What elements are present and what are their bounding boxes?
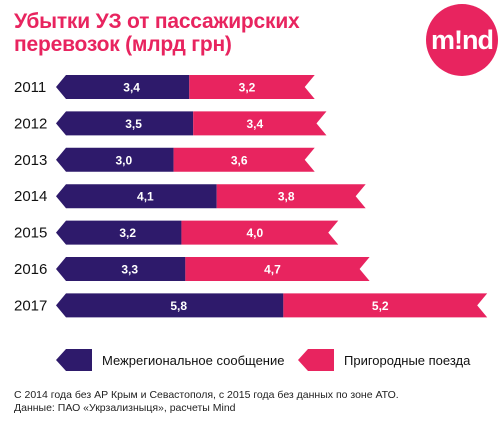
stacked-bar-chart: 2011 3,4 3,2 2012 3,5 3,4 2013 3,0 3,6 2014 4,1 3,8… <box>14 75 488 318</box>
footnote-line-2: Данные: ПАО «Укрзализныця», расчеты Mind <box>14 402 236 414</box>
bar-suburban <box>181 220 339 245</box>
value-label-suburban: 3,6 <box>231 153 248 167</box>
bar-suburban <box>216 184 366 209</box>
year-label: 2011 <box>14 79 46 96</box>
legend-item-suburban: Пригородные поезда <box>298 349 470 371</box>
value-label-interregional: 3,3 <box>121 263 138 277</box>
value-label-suburban: 4,7 <box>264 263 281 277</box>
bar-interregional <box>56 75 190 99</box>
legend-label-suburban: Пригородные поезда <box>344 352 471 368</box>
value-label-interregional: 3,5 <box>125 117 142 131</box>
bar-suburban <box>189 75 315 99</box>
value-label-interregional: 3,2 <box>119 226 136 240</box>
title-line-2: перевозок (млрд грн) <box>14 33 232 56</box>
value-label-suburban: 3,4 <box>246 117 263 131</box>
year-label: 2014 <box>14 188 47 205</box>
value-label-suburban: 5,2 <box>372 299 389 313</box>
bar-suburban <box>185 257 370 281</box>
year-label: 2015 <box>14 225 47 242</box>
legend-item-interregional: Межрегиональное сообщение <box>56 349 284 371</box>
value-label-interregional: 5,8 <box>170 299 187 313</box>
mind-logo: m!nd <box>426 4 498 76</box>
legend-swatch-shape <box>56 349 92 371</box>
value-label-interregional: 4,1 <box>137 190 154 204</box>
bar-suburban <box>173 147 315 172</box>
logo-text: m!nd <box>431 24 494 55</box>
footnote-line-1: С 2014 года без АР Крым и Севастополя, с… <box>14 389 399 401</box>
legend-swatch-suburban <box>298 349 334 371</box>
value-label-suburban: 4,0 <box>246 226 263 240</box>
bar-interregional <box>56 220 182 245</box>
year-label: 2012 <box>14 115 47 132</box>
title-line-1: Убытки УЗ от пассажирских <box>14 10 300 33</box>
year-label: 2013 <box>14 152 47 169</box>
year-label: 2016 <box>14 261 47 278</box>
value-label-suburban: 3,8 <box>278 190 295 204</box>
legend-swatch-interregional <box>56 349 92 371</box>
value-label-interregional: 3,0 <box>115 153 132 167</box>
bar-interregional <box>56 111 194 136</box>
bar-interregional <box>56 257 186 281</box>
year-label: 2017 <box>14 297 47 314</box>
value-label-interregional: 3,4 <box>123 81 140 95</box>
chart-title: Убытки УЗ от пассажирских перевозок (млрд… <box>14 10 394 56</box>
footnote: С 2014 года без АР Крым и Севастополя, с… <box>14 389 494 415</box>
bar-suburban <box>193 111 327 136</box>
legend-label-interregional: Межрегиональное сообщение <box>102 352 285 368</box>
value-label-suburban: 3,2 <box>239 81 256 95</box>
bar-interregional <box>56 184 217 209</box>
legend-swatch-shape <box>298 349 334 371</box>
bar-interregional <box>56 293 284 318</box>
bar-suburban <box>283 293 488 318</box>
bar-interregional <box>56 147 174 172</box>
